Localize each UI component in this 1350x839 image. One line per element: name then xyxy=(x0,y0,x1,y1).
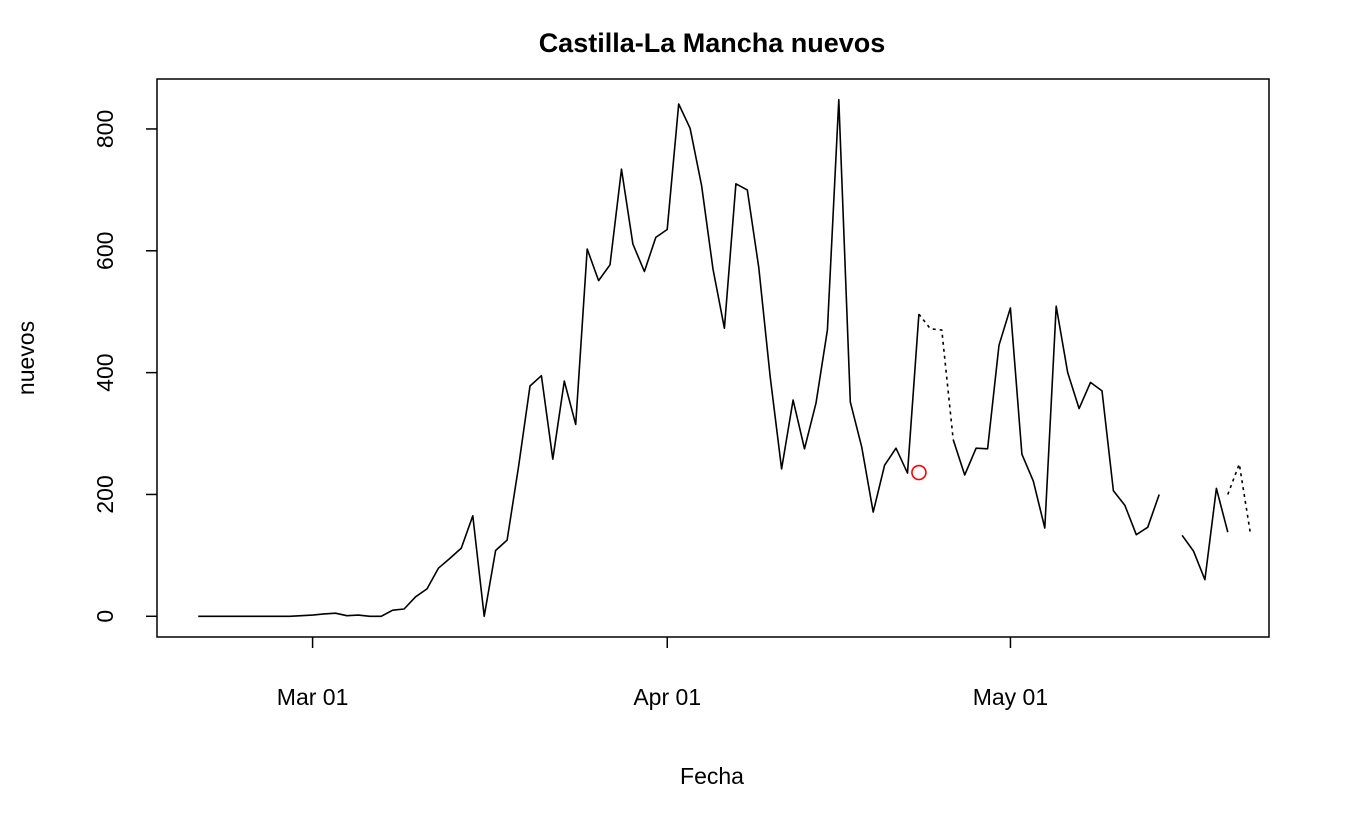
y-tick-label: 400 xyxy=(92,353,118,391)
y-tick-label: 200 xyxy=(92,475,118,513)
x-tick-label: May 01 xyxy=(973,684,1048,710)
y-tick-label: 600 xyxy=(92,232,118,270)
y-tick-label: 0 xyxy=(92,610,118,623)
y-tick-label: 800 xyxy=(92,110,118,148)
dotted-line xyxy=(918,313,1252,536)
y-axis-label: nuevos xyxy=(13,321,39,395)
x-tick-label: Mar 01 xyxy=(277,684,349,710)
x-tick-label: Apr 01 xyxy=(633,684,701,710)
data-line xyxy=(198,98,1229,618)
chart-title: Castilla-La Mancha nuevos xyxy=(539,28,886,58)
plot-frame xyxy=(156,78,1270,638)
x-axis-label: Fecha xyxy=(680,763,744,789)
point-marker xyxy=(911,464,927,481)
